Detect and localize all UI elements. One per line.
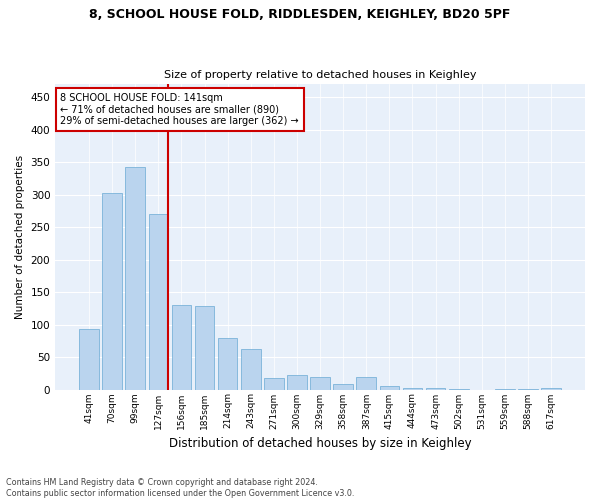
Bar	[79, 329, 99, 390]
Bar	[125, 167, 145, 390]
Bar	[172, 305, 191, 390]
Text: 8, SCHOOL HOUSE FOLD, RIDDLESDEN, KEIGHLEY, BD20 5PF: 8, SCHOOL HOUSE FOLD, RIDDLESDEN, KEIGHL…	[89, 8, 511, 20]
Bar	[149, 214, 168, 390]
Text: Contains HM Land Registry data © Crown copyright and database right 2024.
Contai: Contains HM Land Registry data © Crown c…	[6, 478, 355, 498]
Bar	[103, 193, 122, 390]
Bar	[287, 375, 307, 390]
Bar	[518, 389, 538, 390]
Y-axis label: Number of detached properties: Number of detached properties	[15, 154, 25, 319]
Bar	[334, 384, 353, 390]
Bar	[426, 388, 445, 390]
Bar	[241, 349, 260, 390]
Bar	[495, 389, 515, 390]
Bar	[218, 338, 238, 390]
Bar	[403, 388, 422, 390]
Bar	[264, 378, 284, 390]
Bar	[449, 389, 469, 390]
Bar	[195, 306, 214, 390]
Text: 8 SCHOOL HOUSE FOLD: 141sqm
← 71% of detached houses are smaller (890)
29% of se: 8 SCHOOL HOUSE FOLD: 141sqm ← 71% of det…	[61, 93, 299, 126]
Bar	[356, 376, 376, 390]
X-axis label: Distribution of detached houses by size in Keighley: Distribution of detached houses by size …	[169, 437, 472, 450]
Title: Size of property relative to detached houses in Keighley: Size of property relative to detached ho…	[164, 70, 476, 81]
Bar	[541, 388, 561, 390]
Bar	[310, 376, 330, 390]
Bar	[380, 386, 399, 390]
